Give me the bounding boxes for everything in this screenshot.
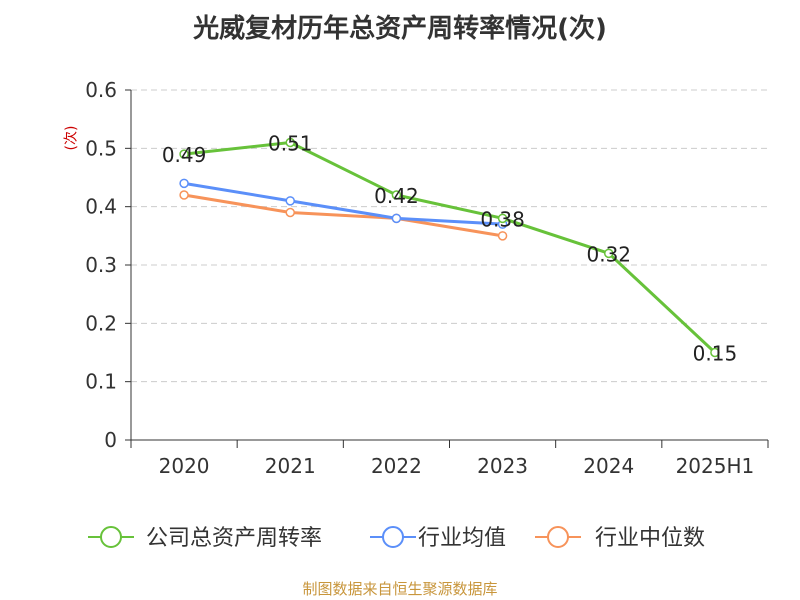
legend-item-0: 公司总资产周转率 xyxy=(88,526,322,551)
series-0 xyxy=(179,137,720,358)
x-tick-label: 2020 xyxy=(159,454,210,478)
source-note: 制图数据来自恒生聚源数据库 xyxy=(302,580,498,598)
x-tick-label: 2022 xyxy=(371,454,422,478)
data-point xyxy=(710,347,720,358)
legend-label: 公司总资产周转率 xyxy=(146,526,322,551)
data-label: 0.42 xyxy=(374,184,419,208)
legend-label: 行业均值 xyxy=(418,526,506,551)
legend-marker xyxy=(100,526,122,548)
data-point xyxy=(497,213,508,224)
series-layer xyxy=(179,137,720,358)
series-2 xyxy=(179,190,508,241)
y-tick-label: 0 xyxy=(104,428,117,452)
x-tick-label: 2024 xyxy=(583,454,634,478)
data-label: 0.32 xyxy=(586,242,631,266)
data-point xyxy=(179,178,189,189)
data-point xyxy=(604,248,614,259)
y-tick-label: 0.5 xyxy=(85,136,117,160)
data-label: 0.51 xyxy=(268,132,313,156)
data-point xyxy=(179,190,189,200)
grid-layer xyxy=(131,89,768,383)
legend: 公司总资产周转率 行业均值 行业中位数 xyxy=(88,526,705,551)
data-label: 0.38 xyxy=(480,207,525,231)
data-label-layer: 0.49 0.51 0.42 0.38 0.32 0.15 xyxy=(162,132,737,366)
data-point xyxy=(497,231,508,241)
data-point xyxy=(285,137,295,148)
data-point xyxy=(285,207,295,218)
series-1 xyxy=(179,178,508,229)
data-point xyxy=(391,190,402,200)
chart-title: 光威复材历年总资产周转率情况(次) xyxy=(193,14,607,44)
series-line xyxy=(183,141,716,354)
y-tick-label: 0.2 xyxy=(85,311,117,335)
legend-item-2: 行业中位数 xyxy=(535,526,705,551)
x-tick-label: 2021 xyxy=(265,454,316,478)
data-label: 0.49 xyxy=(162,143,207,167)
series-line xyxy=(183,193,503,238)
y-tick-label: 0.6 xyxy=(85,78,117,102)
x-tick-label: 2023 xyxy=(477,454,528,478)
data-point xyxy=(391,213,402,224)
data-label: 0.15 xyxy=(693,342,738,366)
data-point xyxy=(285,196,295,206)
y-tick-label: 0.3 xyxy=(85,253,117,277)
legend-label: 行业中位数 xyxy=(595,526,705,551)
data-point xyxy=(179,149,189,159)
y-tick-label: 0.4 xyxy=(85,195,117,219)
series-line xyxy=(183,181,503,226)
x-tick-label: 2025H1 xyxy=(676,454,755,478)
y-tick-label: 0.1 xyxy=(85,370,117,394)
legend-item-1: 行业均值 xyxy=(370,526,506,551)
axis-layer: 0 0.1 0.2 0.3 0.4 0.5 0.6 2020 2021 2022 2023 2024 2… xyxy=(85,78,769,478)
legend-marker xyxy=(547,526,569,548)
legend-marker xyxy=(382,526,404,548)
